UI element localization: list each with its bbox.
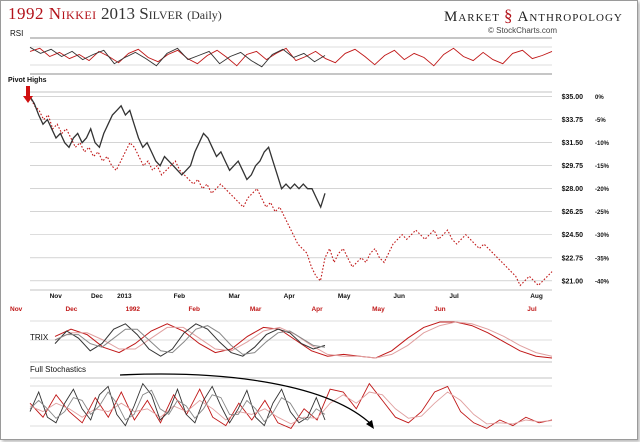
silver-month-label: May: [338, 293, 351, 300]
silver-month-label: Dec: [91, 293, 103, 300]
stockcharts-credit: © StockCharts.com: [488, 26, 558, 35]
silver-2013-price-line: [29, 96, 326, 209]
title-silver: 2013 Silver: [100, 4, 183, 23]
nikkei-month-label: 1992: [126, 306, 141, 313]
silver-month-label: Jun: [393, 293, 405, 300]
price-axis-label: $35.00: [562, 94, 584, 101]
brand-logo: Market § Anthropology: [444, 6, 623, 26]
price-axis-label: $29.75: [562, 163, 584, 170]
pct-axis-label: -25%: [595, 210, 610, 216]
trix-silver-line: [54, 323, 326, 357]
pct-axis-label: -15%: [595, 164, 610, 170]
pct-axis-label: -10%: [595, 141, 610, 147]
stoch-silver-d-line: [29, 389, 326, 423]
trix-label: TRIX: [30, 333, 49, 342]
pct-axis-label: -20%: [595, 187, 610, 193]
stoch-trend-arrowhead-icon: [366, 420, 374, 429]
silver-month-label: Apr: [284, 293, 296, 300]
brand-word-anthropology: Anthropology: [517, 9, 623, 25]
brand-symbol-icon: §: [504, 6, 514, 25]
silver-month-label: Aug: [530, 293, 543, 300]
pct-axis-label: -5%: [595, 118, 606, 124]
pct-axis-label: -40%: [595, 279, 610, 285]
nikkei-1992-price-line: [29, 96, 553, 287]
trix-silver-signal-line: [54, 325, 326, 355]
brand-word-market: Market: [444, 9, 501, 25]
stoch-nikkei-k-line: [29, 382, 553, 429]
price-axis-label: $26.25: [562, 209, 584, 216]
silver-month-label: Feb: [174, 293, 186, 300]
rsi-silver-line: [29, 46, 326, 68]
nikkei-month-label: Jul: [527, 306, 537, 313]
silver-month-label: Mar: [229, 293, 241, 300]
nikkei-month-label: Feb: [188, 306, 200, 313]
price-axis-label: $22.75: [562, 255, 584, 262]
price-axis-label: $28.00: [562, 186, 584, 193]
pct-axis-label: -30%: [595, 233, 610, 239]
title-nikkei: 1992 Nikkei: [8, 4, 97, 23]
nikkei-month-label: Jun: [434, 306, 446, 313]
nikkei-month-label: Mar: [250, 306, 262, 313]
price-axis-label: $24.50: [562, 232, 584, 239]
pct-axis-label: -35%: [595, 256, 610, 262]
silver-month-label: Jul: [449, 293, 459, 300]
title-period: (Daily): [187, 8, 222, 22]
price-axis-label: $31.50: [562, 140, 584, 147]
silver-month-label: Nov: [50, 293, 63, 300]
chart-title: 1992 Nikkei 2013 Silver (Daily): [8, 4, 222, 24]
stoch-silver-k-line: [29, 382, 326, 427]
price-axis-label: $33.75: [562, 117, 584, 124]
silver-month-label: 2013: [117, 293, 132, 300]
nikkei-month-label: Dec: [65, 306, 77, 313]
nikkei-month-label: Nov: [10, 306, 23, 313]
nikkei-month-label: May: [372, 306, 385, 313]
rsi-label: RSI: [10, 29, 23, 38]
price-axis-label: $21.00: [562, 278, 584, 285]
rsi-nikkei-line: [29, 47, 553, 67]
nikkei-month-label: Apr: [311, 306, 323, 313]
stoch-label: Full Stochastics: [30, 365, 86, 374]
stoch-trend-arrow-line: [119, 373, 373, 426]
pivot-arrow-icon: [23, 86, 33, 103]
pct-axis-label: 0%: [595, 95, 604, 101]
stoch-nikkei-d-line: [29, 391, 553, 425]
pivot-highs-annotation: Pivot Highs: [8, 77, 47, 84]
trix-nikkei-line: [54, 321, 553, 359]
